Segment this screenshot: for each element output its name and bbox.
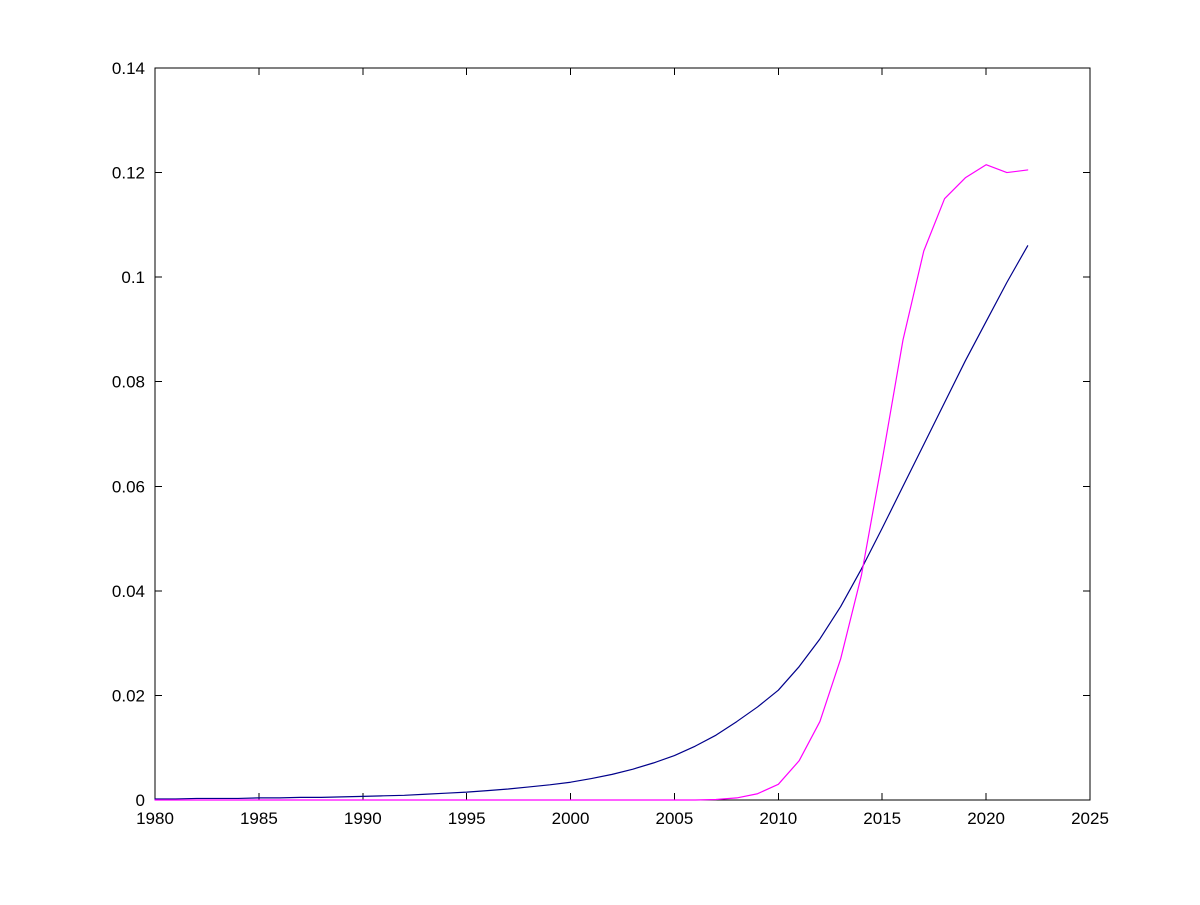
y-axis-tick-label: 0.08 — [112, 373, 145, 392]
x-axis-tick-label: 2005 — [656, 809, 694, 828]
x-axis-tick-label: 2020 — [967, 809, 1005, 828]
x-axis-tick-label: 1985 — [240, 809, 278, 828]
y-axis-tick-label: 0.04 — [112, 582, 145, 601]
series-magenta — [154, 164, 1029, 801]
x-axis-tick-label: 1980 — [136, 809, 174, 828]
x-axis-tick-label: 1990 — [344, 809, 382, 828]
plot-box — [154, 67, 1091, 801]
y-axis-tick-label: 0.06 — [112, 477, 145, 496]
series-blue — [154, 245, 1029, 800]
x-axis-tick-label: 2015 — [863, 809, 901, 828]
x-axis-tick-label: 1995 — [448, 809, 486, 828]
y-axis-tick-label: 0.02 — [112, 686, 145, 705]
x-axis-tick-label: 2010 — [759, 809, 797, 828]
y-axis-tick-label: 0 — [136, 791, 145, 810]
x-axis-tick-label: 2000 — [552, 809, 590, 828]
y-axis-tick-label: 0.1 — [121, 268, 145, 287]
x-axis-tick-label: 2025 — [1071, 809, 1109, 828]
y-axis-tick-label: 0.14 — [112, 59, 145, 78]
y-axis-tick-label: 0.12 — [112, 164, 145, 183]
